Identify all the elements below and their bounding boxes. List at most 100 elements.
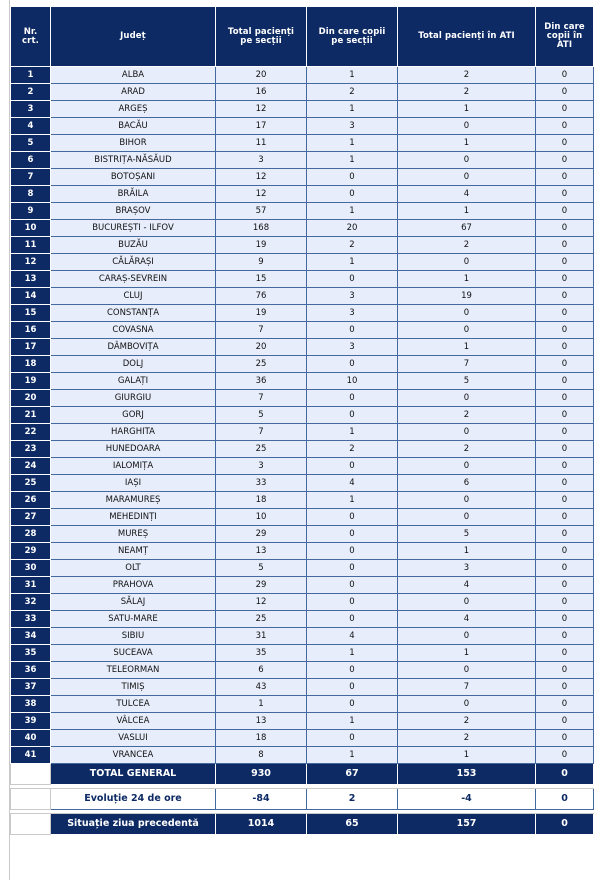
table-row[interactable]: 5 BIHOR 11 1 1 0 bbox=[10, 134, 594, 152]
column-header-judet[interactable]: Județ bbox=[50, 6, 216, 67]
table-row[interactable]: 40 VASLUI 18 0 2 0 bbox=[10, 729, 594, 747]
cell-din-care-copii-in-ati: 0 bbox=[535, 763, 594, 785]
table-row[interactable]: 9 BRAȘOV 57 1 1 0 bbox=[10, 202, 594, 220]
cell-din-care-copii-pe-sectii: 1 bbox=[306, 423, 398, 441]
cell-total-pacienti-in-ati: 6 bbox=[397, 474, 536, 492]
cell-din-care-copii-in-ati: 0 bbox=[535, 440, 594, 458]
table-row[interactable]: 38 TULCEA 1 0 0 0 bbox=[10, 695, 594, 713]
cell-din-care-copii-in-ati: 0 bbox=[535, 83, 594, 101]
table-row[interactable]: 25 IAȘI 33 4 6 0 bbox=[10, 474, 594, 492]
total-general-row[interactable]: TOTAL GENERAL 930 67 153 0 bbox=[10, 763, 594, 785]
cell-din-care-copii-pe-sectii: 65 bbox=[306, 813, 398, 835]
label-total-general: TOTAL GENERAL bbox=[50, 763, 216, 785]
table-row[interactable]: 17 DÂMBOVIȚA 20 3 1 0 bbox=[10, 338, 594, 356]
cell-din-care-copii-pe-sectii: 1 bbox=[306, 491, 398, 509]
cell-din-care-copii-in-ati: 0 bbox=[535, 678, 594, 696]
column-header-total-pacienti-pe-sectii[interactable]: Total pacienți pe secții bbox=[215, 6, 307, 67]
table-row[interactable]: 36 TELEORMAN 6 0 0 0 bbox=[10, 661, 594, 679]
table-row[interactable]: 11 BUZĂU 19 2 2 0 bbox=[10, 236, 594, 254]
table-row[interactable]: 31 PRAHOVA 29 0 4 0 bbox=[10, 576, 594, 594]
table-row[interactable]: 10 BUCUREȘTI - ILFOV 168 20 67 0 bbox=[10, 219, 594, 237]
cell-din-care-copii-in-ati: 0 bbox=[535, 712, 594, 730]
cell-total-pacienti-in-ati: 4 bbox=[397, 185, 536, 203]
table-row[interactable]: 33 SATU-MARE 25 0 4 0 bbox=[10, 610, 594, 628]
cell-din-care-copii-in-ati: 0 bbox=[535, 423, 594, 441]
table-row[interactable]: 4 BACĂU 17 3 0 0 bbox=[10, 117, 594, 135]
table-row[interactable]: 8 BRĂILA 12 0 4 0 bbox=[10, 185, 594, 203]
cell-din-care-copii-in-ati: 0 bbox=[535, 168, 594, 186]
column-header-din-care-copii-in-ati[interactable]: Din care copii în ATI bbox=[535, 6, 594, 67]
cell-nr-crt: 13 bbox=[10, 270, 51, 288]
table-row[interactable]: 6 BISTRIȚA-NĂSĂUD 3 1 0 0 bbox=[10, 151, 594, 169]
table-row[interactable]: 21 GORJ 5 0 2 0 bbox=[10, 406, 594, 424]
table-row[interactable]: 2 ARAD 16 2 2 0 bbox=[10, 83, 594, 101]
table-row[interactable]: 24 IALOMIȚA 3 0 0 0 bbox=[10, 457, 594, 475]
table-row[interactable]: 20 GIURGIU 7 0 0 0 bbox=[10, 389, 594, 407]
table-row[interactable]: 26 MARAMUREȘ 18 1 0 0 bbox=[10, 491, 594, 509]
cell-din-care-copii-pe-sectii: 4 bbox=[306, 474, 398, 492]
table-row[interactable]: 37 TIMIȘ 43 0 7 0 bbox=[10, 678, 594, 696]
cell-din-care-copii-pe-sectii: 1 bbox=[306, 644, 398, 662]
cell-nr-crt: 24 bbox=[10, 457, 51, 475]
table-header: Nr. crt. Județ Total pacienți pe secții … bbox=[10, 6, 594, 67]
column-header-nr-crt[interactable]: Nr. crt. bbox=[10, 6, 51, 67]
cell-din-care-copii-in-ati: 0 bbox=[535, 66, 594, 84]
cell-nr-crt: 5 bbox=[10, 134, 51, 152]
cell-nr-crt: 36 bbox=[10, 661, 51, 679]
table-row[interactable]: 14 CLUJ 76 3 19 0 bbox=[10, 287, 594, 305]
cell-total-pacienti-in-ati: 0 bbox=[397, 253, 536, 271]
situatie-ziua-precedenta-row[interactable]: Situație ziua precedentă 1014 65 157 0 bbox=[10, 813, 594, 835]
table-row[interactable]: 13 CARAȘ-SEVREIN 15 0 1 0 bbox=[10, 270, 594, 288]
cell-din-care-copii-pe-sectii: 0 bbox=[306, 661, 398, 679]
table-row[interactable]: 35 SUCEAVA 35 1 1 0 bbox=[10, 644, 594, 662]
cell-total-pacienti-in-ati: 153 bbox=[397, 763, 536, 785]
cell-din-care-copii-pe-sectii: 0 bbox=[306, 457, 398, 475]
cell-din-care-copii-in-ati: 0 bbox=[535, 117, 594, 135]
cell-nr-crt: 30 bbox=[10, 559, 51, 577]
table-row[interactable]: 32 SĂLAJ 12 0 0 0 bbox=[10, 593, 594, 611]
table-row[interactable]: 29 NEAMȚ 13 0 1 0 bbox=[10, 542, 594, 560]
table-row[interactable]: 34 SIBIU 31 4 0 0 bbox=[10, 627, 594, 645]
header-line: Din care bbox=[544, 22, 585, 33]
cell-total-pacienti-in-ati: 7 bbox=[397, 678, 536, 696]
table-row[interactable]: 23 HUNEDOARA 25 2 2 0 bbox=[10, 440, 594, 458]
cell-din-care-copii-pe-sectii: 0 bbox=[306, 678, 398, 696]
table-row[interactable]: 3 ARGEȘ 12 1 1 0 bbox=[10, 100, 594, 118]
cell-nr-crt: 21 bbox=[10, 406, 51, 424]
table-row[interactable]: 30 OLT 5 0 3 0 bbox=[10, 559, 594, 577]
cell-total-pacienti-in-ati: 1 bbox=[397, 644, 536, 662]
cell-din-care-copii-in-ati: 0 bbox=[535, 491, 594, 509]
cell-din-care-copii-pe-sectii: 0 bbox=[306, 185, 398, 203]
cell-din-care-copii-pe-sectii: 3 bbox=[306, 338, 398, 356]
cell-total-pacienti-pe-sectii: 168 bbox=[215, 219, 307, 237]
table-row[interactable]: 15 CONSTANȚA 19 3 0 0 bbox=[10, 304, 594, 322]
table-row[interactable]: 19 GALAȚI 36 10 5 0 bbox=[10, 372, 594, 390]
table-row[interactable]: 28 MUREȘ 29 0 5 0 bbox=[10, 525, 594, 543]
column-header-din-care-copii-pe-sectii[interactable]: Din care copii pe secții bbox=[306, 6, 398, 67]
cell-nr-crt: 16 bbox=[10, 321, 51, 339]
cell-judet: GIURGIU bbox=[50, 389, 216, 407]
cell-din-care-copii-pe-sectii: 0 bbox=[306, 525, 398, 543]
cell-total-pacienti-in-ati: 1 bbox=[397, 270, 536, 288]
cell-nr-crt: 33 bbox=[10, 610, 51, 628]
evolutie-24-ore-row[interactable]: Evoluție 24 de ore -84 2 -4 0 bbox=[10, 788, 594, 810]
cell-din-care-copii-pe-sectii: 1 bbox=[306, 100, 398, 118]
cell-total-pacienti-in-ati: 2 bbox=[397, 406, 536, 424]
table-row[interactable]: 12 CĂLĂRAȘI 9 1 0 0 bbox=[10, 253, 594, 271]
table-row[interactable]: 1 ALBA 20 1 2 0 bbox=[10, 66, 594, 84]
table-row[interactable]: 39 VÂLCEA 13 1 2 0 bbox=[10, 712, 594, 730]
table-row[interactable]: 7 BOTOȘANI 12 0 0 0 bbox=[10, 168, 594, 186]
table-row[interactable]: 41 VRANCEA 8 1 1 0 bbox=[10, 746, 594, 764]
table-row[interactable]: 27 MEHEDINȚI 10 0 0 0 bbox=[10, 508, 594, 526]
header-row: Nr. crt. Județ Total pacienți pe secții … bbox=[10, 6, 594, 67]
table-row[interactable]: 18 DOLJ 25 0 7 0 bbox=[10, 355, 594, 373]
cell-total-pacienti-pe-sectii: 20 bbox=[215, 338, 307, 356]
cell-total-pacienti-pe-sectii: 36 bbox=[215, 372, 307, 390]
column-header-total-pacienti-in-ati[interactable]: Total pacienți în ATI bbox=[397, 6, 536, 67]
cell-din-care-copii-pe-sectii: 1 bbox=[306, 134, 398, 152]
table-row[interactable]: 16 COVASNA 7 0 0 0 bbox=[10, 321, 594, 339]
table-row[interactable]: 22 HARGHITA 7 1 0 0 bbox=[10, 423, 594, 441]
cell-judet: VRANCEA bbox=[50, 746, 216, 764]
cell-din-care-copii-pe-sectii: 0 bbox=[306, 593, 398, 611]
